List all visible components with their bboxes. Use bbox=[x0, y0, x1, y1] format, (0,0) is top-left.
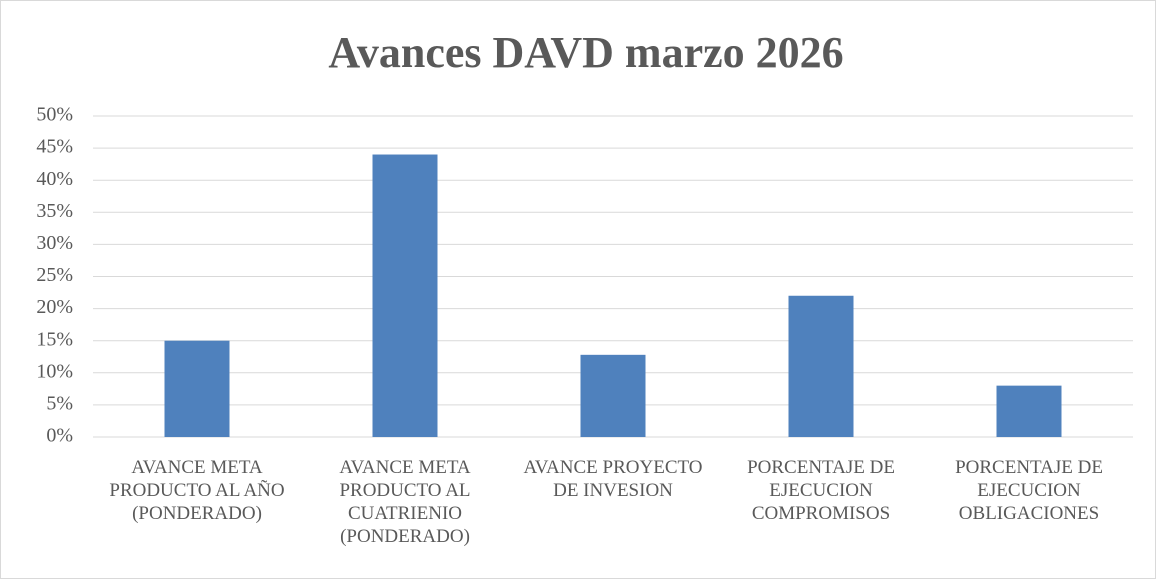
y-tick-label: 30% bbox=[36, 232, 73, 254]
chart-title: Avances DAVD marzo 2026 bbox=[328, 28, 843, 77]
y-tick-label: 45% bbox=[36, 136, 73, 158]
x-tick-label: PORCENTAJE DE EJECUCION OBLIGACIONES bbox=[955, 457, 1103, 524]
y-tick-label: 50% bbox=[36, 104, 73, 126]
bar bbox=[372, 154, 438, 437]
x-tick-label: AVANCE PROYECTO DE INVESION bbox=[523, 457, 703, 501]
bar bbox=[996, 385, 1062, 437]
y-tick-label: 5% bbox=[46, 392, 73, 414]
bar bbox=[580, 354, 646, 437]
x-tick-label: AVANCE META PRODUCTO AL CUATRIENIO (POND… bbox=[339, 457, 471, 547]
x-tick-label: AVANCE META PRODUCTO AL AÑO (PONDERADO) bbox=[109, 457, 285, 524]
bar bbox=[788, 295, 854, 437]
y-tick-label: 0% bbox=[46, 425, 73, 447]
y-tick-label: 20% bbox=[36, 296, 73, 318]
y-tick-label: 10% bbox=[36, 360, 73, 382]
y-tick-label: 40% bbox=[36, 168, 73, 190]
y-tick-label: 25% bbox=[36, 264, 73, 286]
y-tick-label: 35% bbox=[36, 200, 73, 222]
x-tick-label: PORCENTAJE DE EJECUCION COMPROMISOS bbox=[747, 457, 895, 524]
y-tick-label: 15% bbox=[36, 328, 73, 350]
bar bbox=[164, 340, 230, 437]
